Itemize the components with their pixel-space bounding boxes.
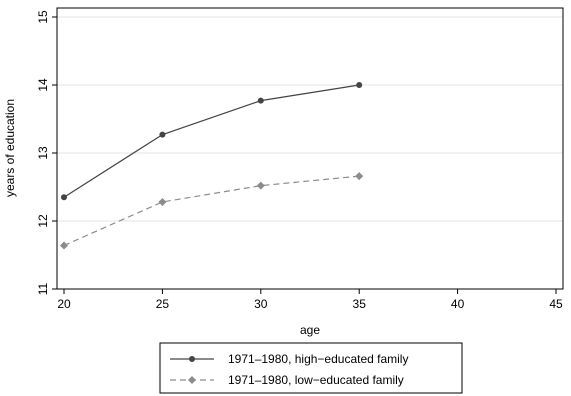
x-axis-title: age bbox=[300, 323, 320, 337]
y-tick-label: 13 bbox=[36, 146, 50, 160]
legend-label-high: 1971–1980, high−educated family bbox=[228, 352, 408, 366]
legend: 1971–1980, high−educated family 1971–198… bbox=[159, 342, 463, 394]
y-tick-label: 14 bbox=[36, 78, 50, 92]
legend-box bbox=[159, 342, 463, 394]
y-tick-label: 11 bbox=[36, 282, 50, 295]
x-tick-label: 40 bbox=[451, 297, 465, 311]
y-axis-title: years of education bbox=[3, 99, 17, 197]
data-point bbox=[60, 241, 68, 250]
series-line-0 bbox=[63, 84, 360, 198]
series-layer bbox=[60, 82, 364, 250]
data-point bbox=[159, 131, 166, 138]
x-tick-label: 30 bbox=[254, 297, 268, 311]
data-point bbox=[61, 194, 67, 201]
plot-frame bbox=[56, 7, 564, 290]
axis-ticks: 11 12 13 14 15 20 25 30 35 40 45 bbox=[36, 10, 563, 311]
data-point bbox=[257, 97, 264, 104]
data-point bbox=[355, 172, 364, 181]
data-point bbox=[158, 197, 167, 206]
legend-marker-high bbox=[189, 356, 195, 362]
x-tick-label: 35 bbox=[353, 297, 367, 311]
data-point bbox=[356, 82, 363, 88]
y-tick-label: 12 bbox=[36, 214, 50, 228]
y-tick-label: 15 bbox=[36, 10, 50, 24]
data-point bbox=[256, 181, 265, 190]
x-tick-label: 20 bbox=[57, 297, 71, 311]
legend-marker-low bbox=[188, 376, 196, 384]
series-line-1 bbox=[63, 175, 360, 247]
x-tick-label: 25 bbox=[156, 297, 170, 311]
legend-label-low: 1971–1980, low−educated family bbox=[228, 373, 404, 387]
x-tick-label: 45 bbox=[549, 297, 563, 311]
